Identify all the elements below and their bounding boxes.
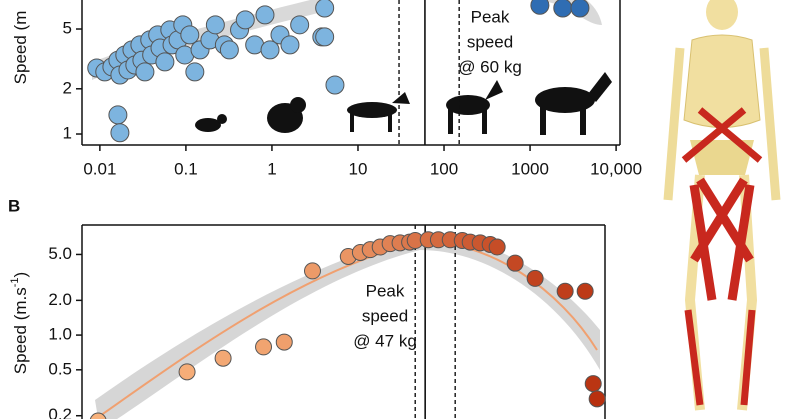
data-point — [135, 62, 155, 82]
x-tick-label: 1 — [267, 159, 276, 178]
data-point — [185, 62, 205, 82]
y-tick-label: 1.0 — [48, 325, 72, 344]
data-point — [219, 40, 239, 60]
data-point — [108, 105, 128, 125]
x-tick-label: 1000 — [511, 159, 549, 178]
data-point — [235, 10, 255, 30]
data-point — [110, 123, 130, 143]
y-tick-label: 2 — [63, 78, 72, 97]
y-tick-label: 5.0 — [48, 244, 72, 263]
data-point — [526, 269, 544, 287]
panel-label: B — [8, 196, 20, 215]
annotation: Peak — [366, 281, 405, 300]
annotation: @ 47 kg — [353, 331, 417, 350]
y-label-text: Speed (m — [11, 11, 30, 85]
data-point — [556, 282, 574, 300]
data-point — [584, 375, 602, 393]
skeleton-illustration — [663, 0, 781, 411]
x-tick-label: 0.01 — [83, 159, 116, 178]
data-point — [553, 0, 573, 18]
data-point — [530, 0, 550, 15]
data-point — [488, 238, 506, 256]
y-label-text: Speed (m.s — [11, 287, 30, 374]
data-point — [255, 5, 275, 25]
x-tick-label: 100 — [430, 159, 458, 178]
data-point — [315, 27, 335, 47]
data-point — [506, 254, 524, 272]
data-point — [180, 25, 200, 45]
trend-band — [95, 234, 600, 419]
x-tick-label: 10 — [349, 159, 368, 178]
annotation: @ 60 kg — [458, 57, 522, 76]
annotation: speed — [362, 306, 408, 325]
data-point — [303, 262, 321, 280]
y-axis-label: Speed (m.s-1) — [9, 272, 31, 374]
y-tick-label: 5 — [63, 18, 72, 37]
data-point — [588, 390, 606, 408]
data-point — [178, 363, 196, 381]
y-tick-label: 0.5 — [48, 359, 72, 378]
data-point — [155, 52, 175, 72]
data-point — [570, 0, 590, 18]
data-point — [280, 35, 300, 55]
annotation: Peak — [471, 7, 510, 26]
x-tick-label: 0.1 — [174, 159, 198, 178]
y-tick-label: 0.2 — [48, 405, 72, 419]
x-tick-label: 10,000 — [590, 159, 642, 178]
animal-silhouettes — [195, 72, 612, 135]
data-point — [290, 15, 310, 35]
data-point — [576, 282, 594, 300]
y-tick-label: 1 — [63, 123, 72, 142]
data-point — [255, 338, 273, 356]
data-point — [214, 349, 232, 367]
y-axis-label: Speed (m — [11, 11, 30, 85]
y-label-end: ) — [11, 272, 30, 278]
data-point — [205, 15, 225, 35]
y-label-sup: -1 — [9, 277, 21, 287]
data-point — [275, 333, 293, 351]
y-tick-label: 2.0 — [48, 290, 72, 309]
data-point — [325, 75, 345, 95]
annotation: speed — [467, 32, 513, 51]
data-point — [89, 412, 107, 419]
data-point — [260, 40, 280, 60]
data-point — [315, 0, 335, 18]
